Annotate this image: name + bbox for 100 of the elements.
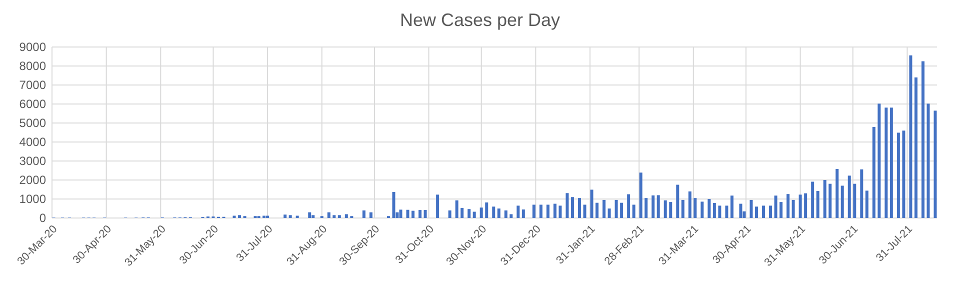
bar (792, 200, 795, 218)
bar (418, 210, 422, 218)
bar (608, 208, 611, 218)
bar (522, 209, 525, 218)
bar (553, 204, 556, 218)
bar (656, 195, 660, 218)
bar (712, 202, 716, 218)
bar (840, 186, 844, 218)
bar (596, 202, 599, 218)
bar (344, 214, 348, 218)
bar (632, 204, 636, 218)
bar (688, 191, 692, 218)
bar (896, 132, 900, 218)
bar (460, 208, 464, 218)
y-tick-label: 2000 (19, 172, 46, 187)
bar (676, 184, 680, 218)
bar (558, 206, 562, 218)
bar (865, 190, 868, 218)
bar (652, 195, 655, 218)
bar (620, 202, 624, 218)
bar (828, 184, 832, 218)
bar (583, 204, 586, 218)
bar (644, 198, 648, 218)
bar (327, 212, 330, 218)
bar (578, 198, 581, 218)
bar (546, 204, 550, 218)
bar (399, 210, 402, 218)
bar (392, 192, 396, 218)
y-tick-label: 3000 (19, 154, 46, 168)
bar (848, 176, 851, 218)
bar (510, 214, 513, 218)
bar (909, 55, 912, 218)
bar (436, 194, 440, 218)
bar (872, 126, 876, 218)
bar (369, 212, 372, 218)
y-tick-label: 6000 (19, 96, 46, 111)
bar (708, 199, 711, 218)
bar (238, 215, 242, 218)
bar (902, 130, 906, 218)
bar (308, 212, 312, 218)
bar (725, 206, 728, 218)
bar (823, 180, 826, 218)
bar (485, 202, 488, 218)
bar (472, 212, 476, 218)
bar (681, 200, 684, 218)
bar (750, 200, 753, 218)
bar (890, 108, 893, 218)
bar (914, 77, 918, 218)
bar (694, 198, 697, 218)
bar (816, 191, 820, 218)
bar (804, 193, 808, 218)
bar (288, 215, 292, 218)
bar (566, 193, 569, 218)
bar (739, 204, 742, 218)
bar (774, 196, 778, 218)
y-tick-label: 0 (39, 210, 46, 225)
bar (455, 200, 458, 218)
bar (836, 168, 839, 218)
bar (284, 214, 287, 218)
bar (664, 200, 667, 218)
y-tick-label: 5000 (19, 116, 46, 130)
bar (468, 209, 471, 218)
bar (762, 206, 766, 218)
bar (338, 215, 341, 218)
bar (730, 196, 734, 218)
bar (312, 215, 315, 218)
bar (878, 104, 881, 218)
bar (860, 169, 864, 218)
y-tick-label: 1000 (19, 192, 46, 206)
bar (406, 210, 410, 218)
bar (669, 202, 672, 218)
bar (504, 210, 508, 218)
y-tick-label: 9000 (19, 40, 46, 54)
bar (424, 210, 427, 218)
bar (700, 202, 704, 218)
bar (754, 206, 758, 218)
bar (884, 108, 888, 218)
bar (811, 182, 814, 218)
bar (448, 210, 452, 218)
bar (614, 200, 618, 218)
bar (718, 206, 722, 218)
bar (602, 200, 606, 218)
y-tick-label: 7000 (19, 78, 46, 92)
bar (627, 194, 630, 218)
bar (780, 202, 783, 218)
bar (532, 204, 536, 218)
y-tick-label: 4000 (19, 134, 46, 149)
bar (516, 206, 520, 218)
y-tick-label: 8000 (19, 58, 46, 73)
bar (934, 110, 937, 218)
bar (480, 208, 483, 218)
bar (798, 194, 802, 218)
bar (590, 190, 594, 218)
bar (853, 184, 856, 218)
bar (539, 204, 542, 218)
bar (926, 104, 930, 218)
bar (332, 215, 336, 218)
bar (492, 206, 496, 218)
bar (362, 210, 366, 218)
bar (769, 206, 772, 218)
